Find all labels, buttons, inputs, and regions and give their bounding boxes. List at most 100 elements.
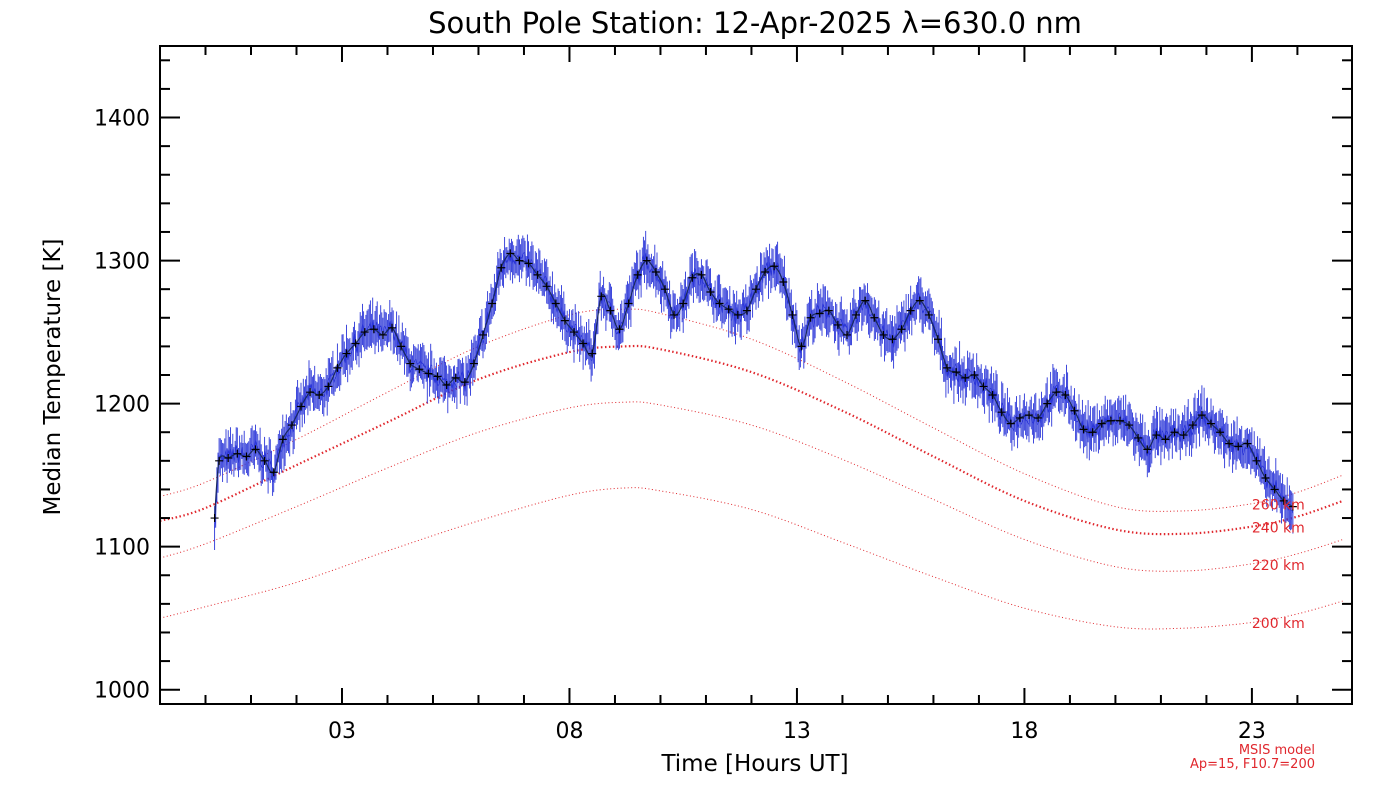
y-tick-label: 1100	[94, 536, 150, 561]
data-point	[833, 320, 842, 329]
data-point	[1261, 473, 1270, 482]
data-point	[1034, 413, 1043, 422]
data-point	[506, 249, 515, 258]
data-point	[210, 514, 219, 523]
data-point	[1024, 411, 1033, 420]
data-point	[424, 369, 433, 378]
x-tick-label: 08	[555, 719, 583, 744]
msis-curve-220-km	[160, 401, 1344, 572]
msis-label-200-km: 200 km	[1252, 616, 1305, 632]
data-point	[679, 299, 688, 308]
data-point	[479, 330, 488, 339]
data-point	[269, 468, 278, 477]
data-point	[606, 306, 615, 315]
data-point	[979, 382, 988, 391]
data-point	[742, 306, 751, 315]
chart-title: South Pole Station: 12-Apr-2025 λ=630.0 …	[428, 6, 1082, 40]
data-point	[752, 285, 760, 294]
data-point	[1125, 421, 1134, 430]
data-point	[378, 330, 387, 339]
data-point	[215, 456, 224, 465]
data-point	[442, 381, 451, 390]
data-point	[806, 313, 815, 322]
data-point	[1179, 431, 1188, 440]
data-point	[560, 316, 569, 325]
data-point	[906, 306, 915, 315]
data-point	[1188, 421, 1197, 430]
data-point	[1006, 419, 1015, 428]
y-tick-label: 1300	[94, 250, 150, 275]
data-point	[824, 306, 833, 315]
data-point	[1170, 428, 1179, 437]
data-point	[770, 262, 779, 271]
data-point	[251, 445, 260, 454]
data-point	[897, 325, 906, 334]
data-point	[287, 421, 296, 430]
data-point	[1070, 406, 1079, 415]
data-point	[615, 325, 624, 334]
data-point	[670, 310, 679, 319]
data-point	[306, 388, 315, 397]
data-point	[324, 382, 333, 391]
x-tick-label: 23	[1238, 719, 1266, 744]
data-point	[524, 259, 533, 268]
data-point	[1143, 445, 1152, 454]
plot-area: 260 km 240 km 220 km 200 km	[160, 230, 1344, 632]
data-point	[260, 456, 269, 465]
data-point	[1079, 425, 1088, 434]
data-point	[688, 273, 697, 282]
data-point	[460, 378, 469, 387]
data-point	[579, 339, 588, 348]
data-point	[570, 328, 579, 337]
data-point	[515, 256, 524, 265]
data-point	[1097, 419, 1106, 428]
data-point	[952, 368, 961, 377]
data-point	[1052, 388, 1061, 397]
data-point	[415, 365, 424, 374]
data-point	[551, 299, 560, 308]
data-point	[870, 313, 879, 322]
data-point	[988, 391, 997, 400]
msis-note-line-1: MSIS model	[1239, 743, 1315, 758]
data-point	[915, 296, 924, 305]
data-point	[1234, 442, 1243, 451]
y-tick-label: 1400	[94, 107, 150, 132]
data-point	[542, 282, 551, 291]
data-point	[1288, 502, 1297, 511]
data-point	[588, 349, 597, 358]
data-point	[1206, 419, 1215, 428]
data-point	[715, 299, 724, 308]
data-point	[1115, 416, 1124, 425]
data-point	[761, 268, 770, 277]
data-point	[1015, 413, 1024, 422]
data-point	[1043, 399, 1052, 408]
data-point	[924, 310, 933, 319]
data-point	[242, 452, 251, 461]
data-point	[406, 359, 415, 368]
data-point	[1152, 431, 1161, 440]
data-point	[697, 270, 706, 279]
msis-curve-260-km	[160, 308, 1344, 512]
data-point	[888, 335, 897, 344]
x-axis-label: Time [Hours UT]	[660, 751, 848, 777]
data-point	[369, 325, 378, 334]
data-point	[1088, 428, 1097, 437]
data-point	[397, 342, 406, 351]
axes: 03 08 13 18 23 1000 1100 1200 1300 1400	[94, 45, 1353, 744]
data-point	[1161, 435, 1170, 444]
data-point	[233, 449, 242, 458]
data-point	[315, 391, 324, 400]
data-point	[1243, 439, 1252, 448]
data-point	[661, 285, 670, 294]
data-point	[861, 296, 870, 305]
data-point	[724, 305, 733, 314]
msis-label-260-km: 260 km	[1252, 498, 1305, 514]
data-point	[451, 373, 460, 382]
data-point	[469, 359, 478, 368]
data-point	[733, 310, 742, 319]
observed-error-bars	[214, 230, 1294, 550]
data-point	[351, 339, 360, 348]
data-point	[970, 371, 979, 379]
data-point	[706, 288, 715, 297]
data-point	[1225, 439, 1234, 448]
